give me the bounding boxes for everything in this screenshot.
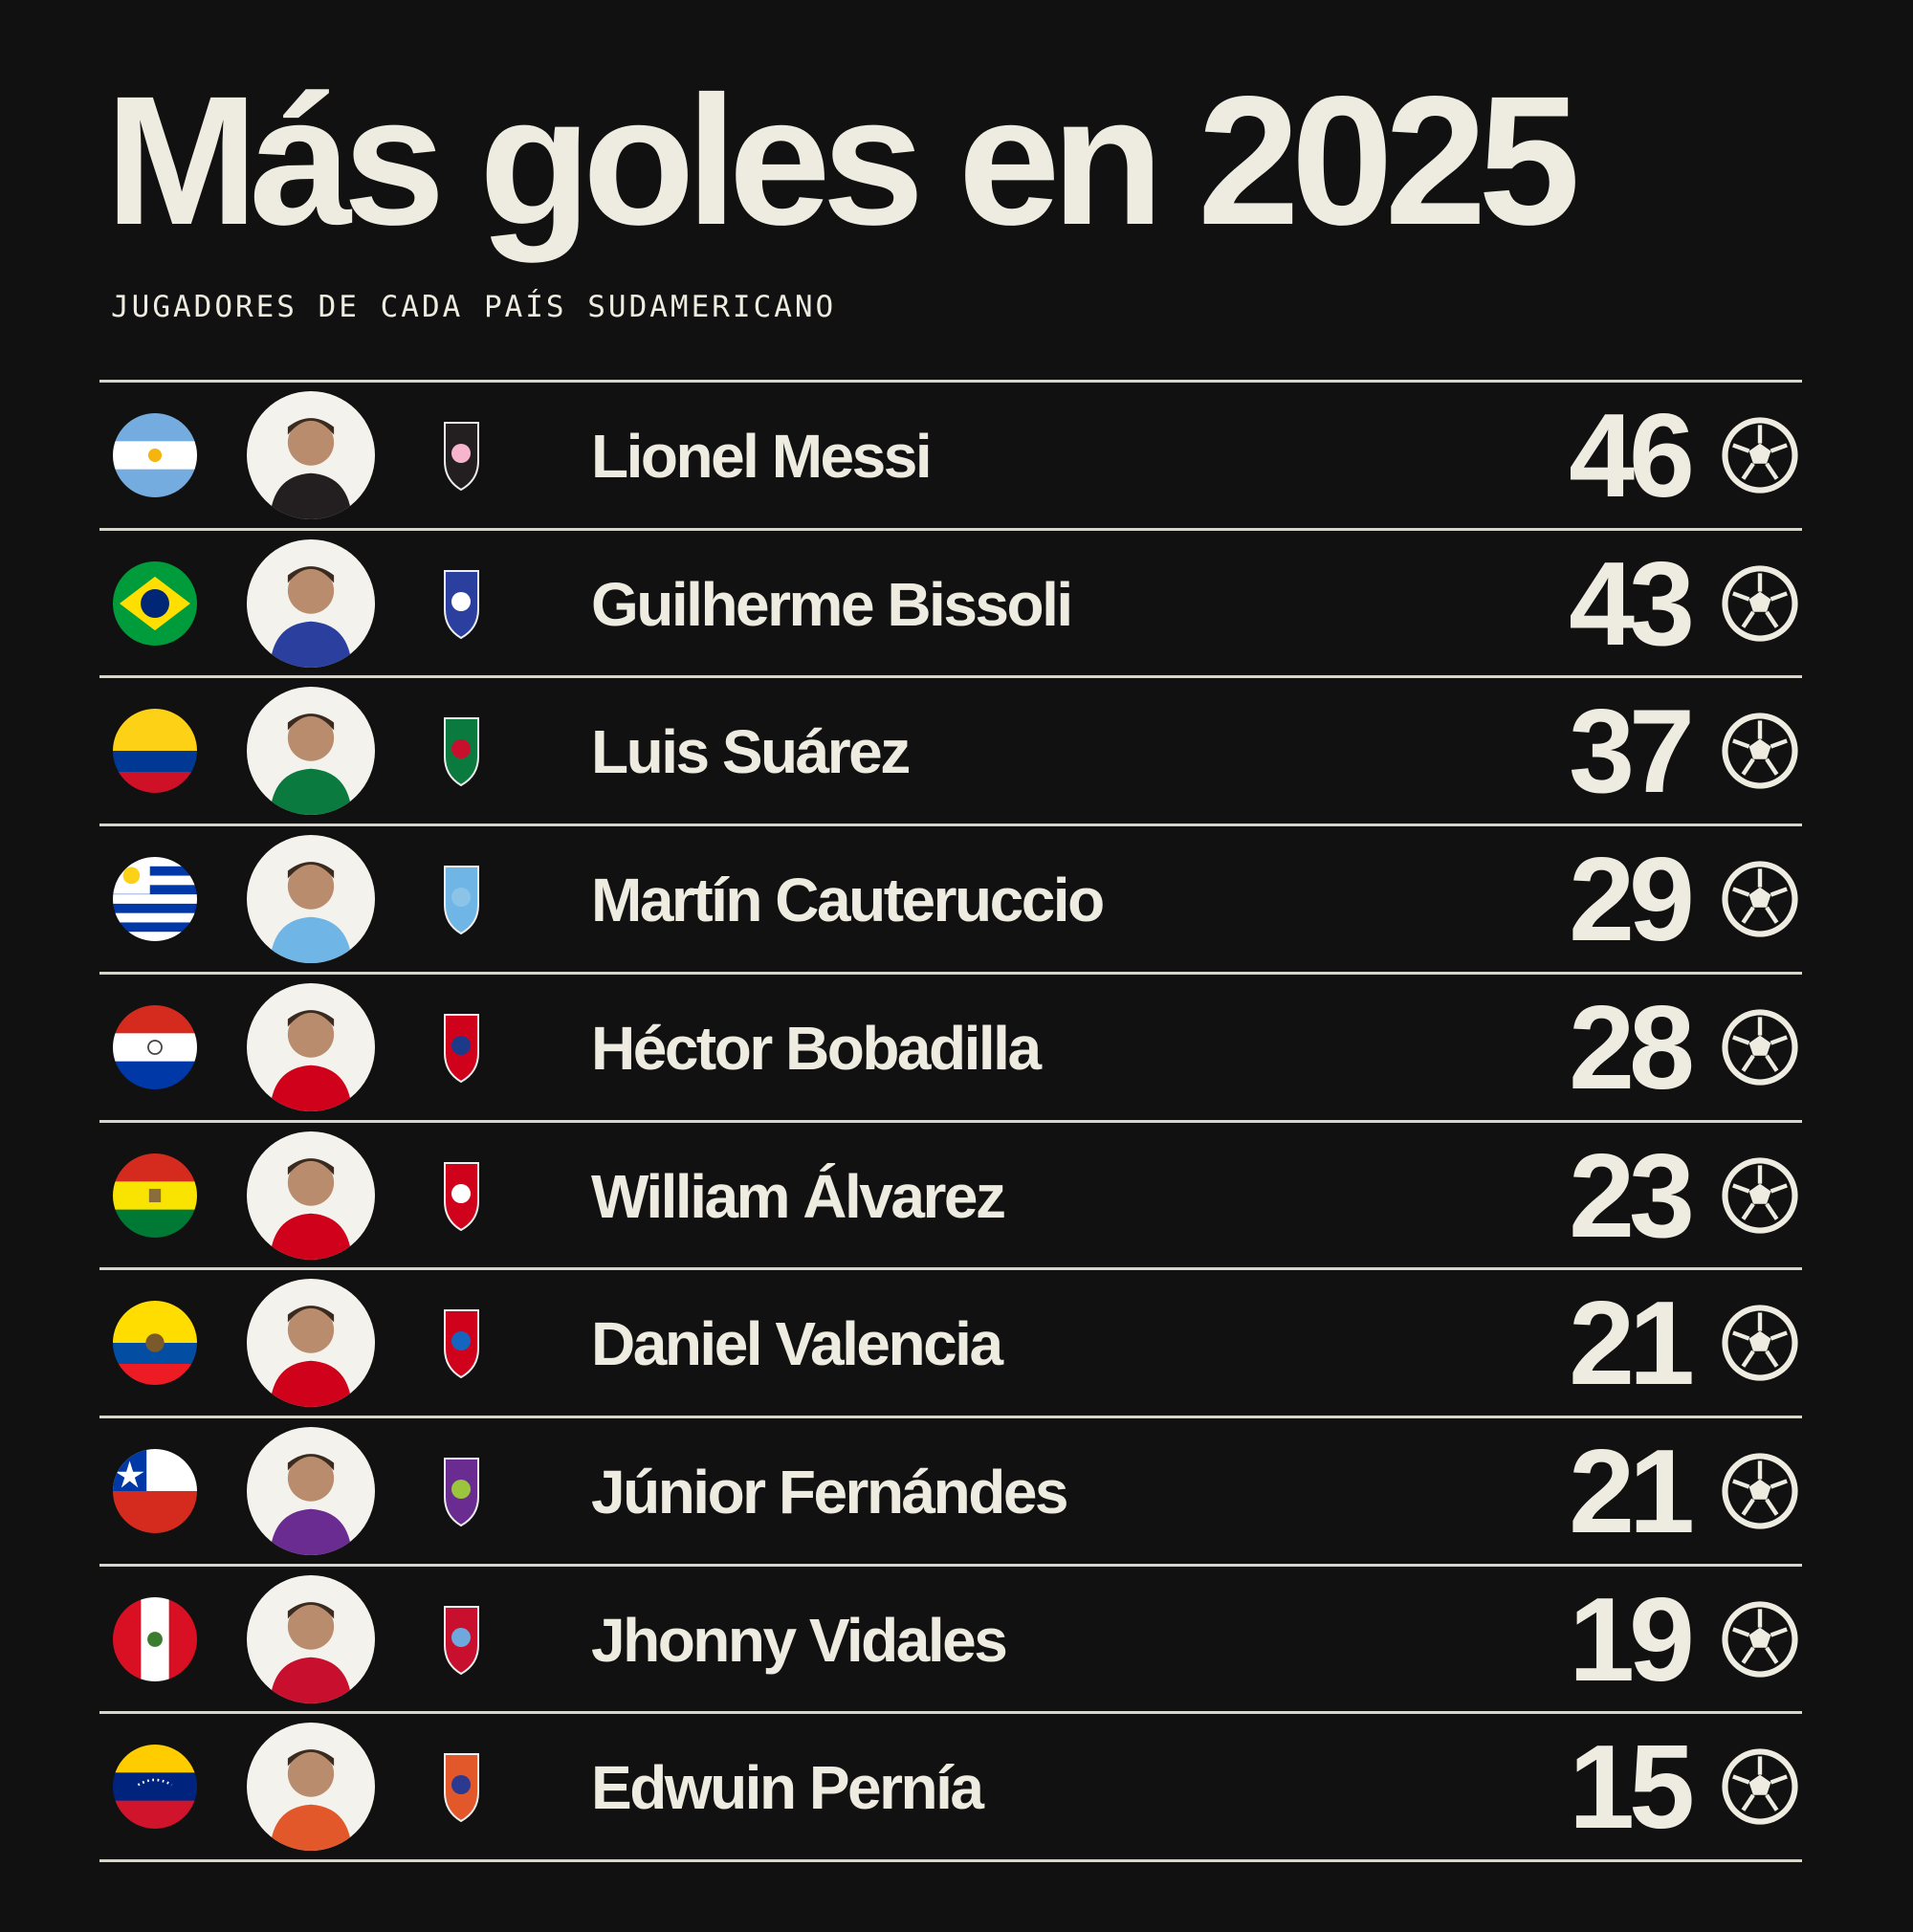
- table-row: Daniel Valencia 21: [99, 1270, 1802, 1416]
- player-photo: [247, 1723, 375, 1852]
- bolivia-flag-icon: [113, 1153, 197, 1238]
- player-name: Daniel Valencia: [591, 1309, 1003, 1379]
- soccer-ball-icon: [1718, 1301, 1802, 1385]
- player-photo: [247, 1574, 375, 1703]
- player-photo: [247, 1279, 375, 1408]
- inter-miami-crest-icon: [421, 417, 545, 494]
- goal-count: 28: [1569, 981, 1695, 1114]
- nacional-potosi-crest-icon: [421, 1157, 545, 1234]
- argentina-flag-icon: [113, 413, 197, 497]
- player-name: Héctor Bobadilla: [591, 1013, 1042, 1083]
- player-photo: [247, 1131, 375, 1260]
- row-divider: [99, 1711, 1802, 1715]
- goal-count: 21: [1569, 1278, 1695, 1411]
- row-divider: [99, 380, 1802, 383]
- uruguay-flag-icon: [113, 857, 197, 942]
- page-subtitle: JUGADORES DE CADA PAÍS SUDAMERICANO: [111, 290, 837, 324]
- soccer-ball-icon: [1718, 1449, 1802, 1533]
- soccer-ball-icon: [1718, 413, 1802, 497]
- soccer-ball-icon: [1718, 709, 1802, 793]
- row-divider: [99, 1563, 1802, 1567]
- table-row: Edwuin Pernía 15: [99, 1714, 1802, 1859]
- player-photo: [247, 1426, 375, 1555]
- goal-count: 15: [1569, 1722, 1695, 1855]
- academia-puerto-cabello-crest-icon: [421, 1748, 545, 1825]
- venezuela-flag-icon: [113, 1745, 197, 1830]
- row-divider: [99, 823, 1802, 827]
- player-name: Edwuin Pernía: [591, 1753, 984, 1823]
- goal-count: 46: [1569, 390, 1695, 522]
- player-name: Luis Suárez: [591, 717, 911, 787]
- player-name: Martín Cauteruccio: [591, 866, 1105, 935]
- row-divider: [99, 1267, 1802, 1271]
- player-photo: [247, 982, 375, 1111]
- player-photo: [247, 835, 375, 964]
- row-divider: [99, 675, 1802, 679]
- soccer-ball-icon: [1718, 857, 1802, 941]
- soccer-ball-icon: [1718, 1005, 1802, 1089]
- paraguay-flag-icon: [113, 1004, 197, 1089]
- goal-count: 21: [1569, 1425, 1695, 1558]
- bolivar-and-sporting-cristal-crests-icon: [421, 861, 545, 937]
- soccer-ball-icon: [1718, 1745, 1802, 1829]
- table-row: William Álvarez 23: [99, 1123, 1802, 1268]
- table-row: Júnior Fernándes 21: [99, 1418, 1802, 1564]
- deportes-concepcion-and-club-crests-icon: [421, 1453, 545, 1529]
- goal-count: 37: [1569, 686, 1695, 819]
- club-atletico-river-and-jorge-wilstermann-crests-icon: [421, 1009, 545, 1086]
- row-divider: [99, 1415, 1802, 1418]
- peru-flag-icon: [113, 1596, 197, 1681]
- table-row: Lionel Messi 46: [99, 383, 1802, 528]
- row-divider: [99, 971, 1802, 975]
- chile-flag-icon: [113, 1448, 197, 1533]
- player-photo: [247, 391, 375, 519]
- soccer-ball-icon: [1718, 1597, 1802, 1681]
- page-title: Más goles en 2025: [105, 57, 1580, 263]
- goal-count: 23: [1569, 1130, 1695, 1262]
- sporting-cp-and-almeria-crests-icon: [421, 713, 545, 789]
- player-name: Guilherme Bissoli: [591, 569, 1073, 639]
- player-name: Júnior Fernándes: [591, 1457, 1069, 1526]
- melgar-and-adt-crests-icon: [421, 1601, 545, 1678]
- table-row: Jhonny Vidales 19: [99, 1567, 1802, 1712]
- player-name: William Álvarez: [591, 1161, 1006, 1231]
- player-name: Lionel Messi: [591, 422, 933, 491]
- ecuador-flag-icon: [113, 1301, 197, 1386]
- row-divider: [99, 1859, 1802, 1862]
- goal-count: 43: [1569, 538, 1695, 670]
- goal-count: 19: [1569, 1573, 1695, 1706]
- row-divider: [99, 1119, 1802, 1123]
- player-name: Jhonny Vidales: [591, 1605, 1008, 1675]
- player-photo: [247, 538, 375, 668]
- player-photo: [247, 687, 375, 816]
- soccer-ball-icon: [1718, 1153, 1802, 1238]
- goal-count: 29: [1569, 834, 1695, 967]
- buriram-united-crest-icon: [421, 565, 545, 642]
- table-row: Luis Suárez 37: [99, 678, 1802, 823]
- table-row: Martín Cauteruccio 29: [99, 826, 1802, 972]
- soccer-ball-icon: [1718, 561, 1802, 646]
- row-divider: [99, 527, 1802, 531]
- colombia-flag-icon: [113, 709, 197, 794]
- club-crest-icon: [421, 1305, 545, 1381]
- table-row: Héctor Bobadilla 28: [99, 975, 1802, 1120]
- brazil-flag-icon: [113, 560, 197, 646]
- table-row: Guilherme Bissoli 43: [99, 531, 1802, 676]
